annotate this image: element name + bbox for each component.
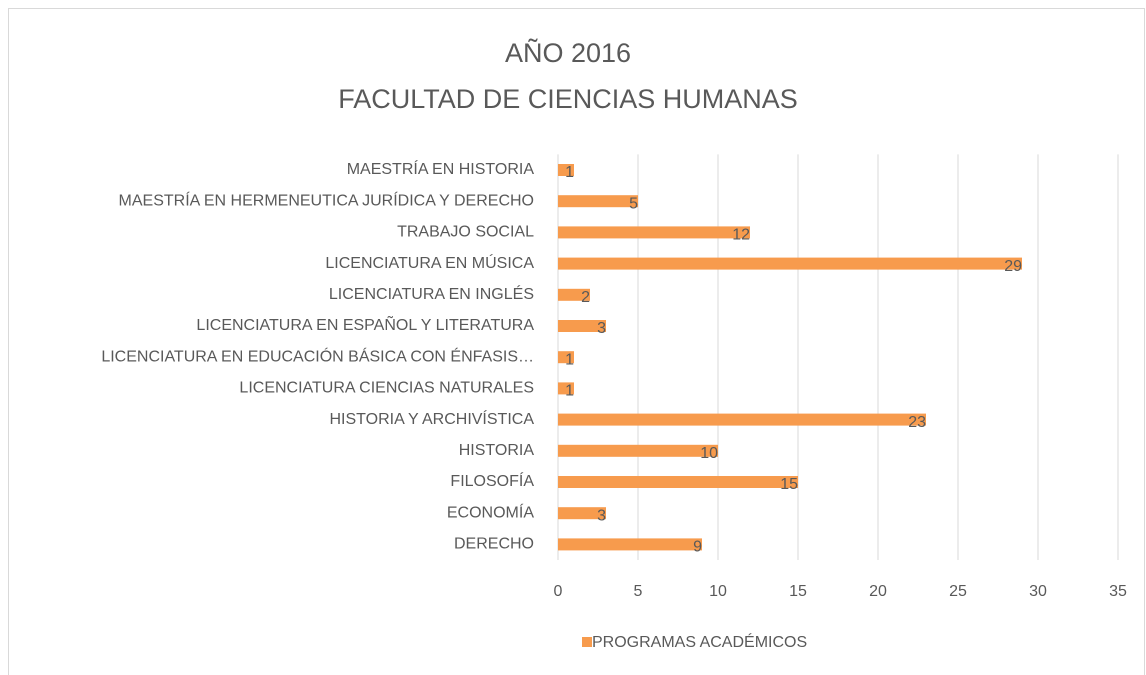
data-label: 1	[565, 351, 574, 368]
legend-swatch	[582, 637, 592, 647]
bar	[558, 257, 1022, 270]
bar	[558, 320, 606, 332]
y-tick-label: LICENCIATURA EN INGLÉS	[329, 284, 534, 303]
bar	[558, 538, 702, 551]
y-tick-label: HISTORIA Y ARCHIVÍSTICA	[329, 409, 534, 428]
bar	[558, 164, 574, 176]
x-tick-label: 20	[869, 583, 887, 600]
y-tick-label: TRABAJO SOCIAL	[397, 224, 534, 241]
bar	[558, 226, 750, 239]
y-tick-label: LICENCIATURA CIENCIAS NATURALES	[239, 380, 534, 397]
bar	[558, 195, 638, 208]
data-label: 29	[1004, 258, 1022, 275]
y-tick-label: LICENCIATURA EN EDUCACIÓN BÁSICA CON ÉNF…	[101, 346, 534, 365]
data-label: 5	[629, 195, 638, 212]
bar	[558, 351, 574, 364]
y-tick-label: MAESTRÍA EN HISTORIA	[347, 159, 535, 178]
y-tick-label: LICENCIATURA EN ESPAÑOL Y LITERATURA	[196, 314, 534, 334]
data-label: 3	[597, 320, 606, 337]
x-tick-label: 0	[554, 583, 563, 600]
y-tick-label: MAESTRÍA EN HERMENEUTICA JURÍDICA Y DERE…	[119, 190, 534, 209]
bar	[558, 288, 590, 301]
x-tick-label: 25	[949, 583, 967, 600]
bar	[558, 413, 926, 426]
legend-label: PROGRAMAS ACADÉMICOS	[592, 632, 807, 651]
data-label: 3	[597, 507, 606, 524]
bar	[558, 476, 798, 488]
y-tick-label: FILOSOFÍA	[450, 471, 534, 490]
data-label: 12	[732, 227, 750, 244]
x-tick-label: 35	[1109, 583, 1127, 600]
x-tick-label: 30	[1029, 583, 1047, 600]
data-label: 1	[565, 164, 574, 181]
chart-title: FACULTAD DE CIENCIAS HUMANAS	[338, 84, 798, 114]
data-label: 2	[581, 289, 590, 306]
x-tick-label: 15	[789, 583, 807, 600]
bar	[558, 444, 718, 457]
data-label: 1	[565, 383, 574, 400]
bar	[558, 507, 606, 520]
data-label: 9	[693, 539, 702, 556]
y-tick-label: HISTORIA	[459, 442, 535, 459]
y-tick-label: ECONOMÍA	[447, 502, 534, 521]
y-tick-label: DERECHO	[454, 536, 534, 553]
data-label: 15	[780, 476, 798, 493]
bar	[558, 382, 574, 395]
data-label: 23	[908, 414, 926, 431]
x-tick-label: 5	[634, 583, 643, 600]
y-tick-label: LICENCIATURA EN MÚSICA	[325, 253, 534, 272]
data-label: 10	[700, 445, 718, 462]
chart-frame	[8, 8, 1145, 675]
chart-title: AÑO 2016	[505, 37, 631, 68]
x-tick-label: 10	[709, 583, 727, 600]
